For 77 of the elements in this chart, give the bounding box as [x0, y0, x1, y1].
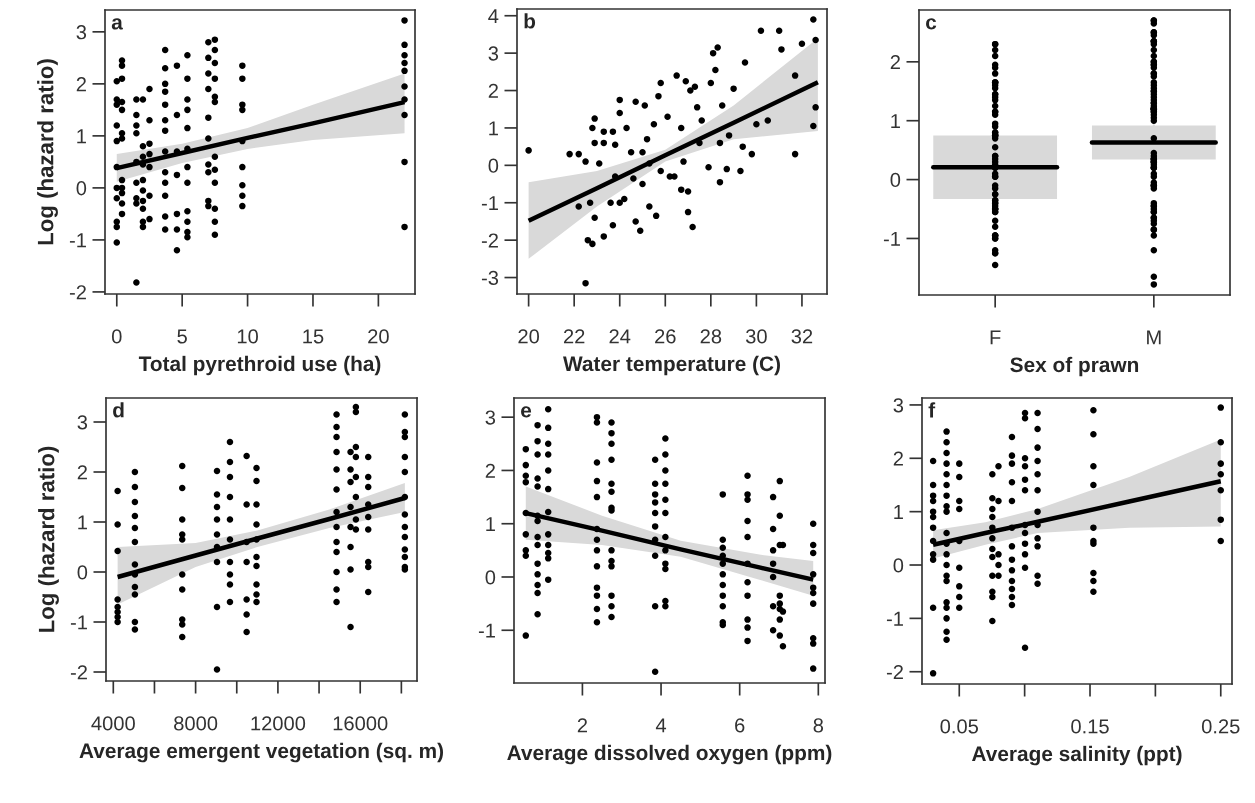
y-tick-label: -1	[481, 196, 498, 211]
x-axis-title: Average emergent vegetation (sq. m)	[79, 742, 444, 763]
x-tick-label: 20	[518, 329, 540, 344]
x-tick-label: 12000	[251, 716, 306, 731]
x-tick-label: 32	[791, 329, 813, 344]
y-tick-label: 1	[486, 517, 495, 532]
y-tick-label: 2	[488, 83, 498, 98]
y-tick-label: -1	[478, 623, 495, 638]
y-tick-label: -3	[481, 270, 499, 286]
line-series	[115, 495, 408, 580]
x-tick-label: 15	[303, 329, 324, 344]
y-tick-label: 0	[488, 158, 499, 173]
y-tick-label: 1	[891, 114, 900, 128]
x-axis-title: Water temperature (C)	[563, 355, 780, 376]
chart-title: d	[113, 402, 124, 418]
y-tick-label: 1	[77, 129, 86, 144]
y-tick-label: 4	[488, 9, 499, 24]
x-tick-label: 6	[735, 718, 745, 733]
y-tick-label: 1	[894, 505, 903, 519]
y-tick-label: -1	[883, 231, 900, 246]
x-axis-title: Total pyrethroid use (ha)	[138, 355, 381, 376]
x-tick-label: 26	[655, 329, 676, 344]
chart-title: e	[521, 406, 532, 418]
y-tick-label: 3	[76, 25, 87, 40]
y-tick-label: 2	[76, 77, 86, 92]
y-tick-label: 1	[489, 121, 498, 136]
x-tick-label: 8	[813, 718, 824, 733]
chart-title: b	[524, 13, 536, 29]
y-axis-title: Log (hazard ratio)	[38, 446, 59, 632]
y-tick-label: -1	[886, 611, 903, 626]
y-tick-label: -2	[481, 233, 498, 248]
x-tick-label: 2	[577, 718, 587, 733]
y-tick-label: 0	[76, 181, 87, 196]
chart-title: c	[926, 18, 937, 30]
x-tick-label: 8000	[174, 716, 218, 731]
line-series	[930, 479, 1223, 547]
x-tick-label: 4	[655, 718, 667, 733]
x-tick-label: M	[1147, 330, 1161, 345]
x-tick-label: 22	[563, 329, 585, 344]
chart-title: a	[111, 18, 123, 30]
x-tick-label: 24	[609, 329, 631, 344]
y-tick-label: 2	[890, 55, 900, 70]
x-tick-label: 10	[237, 329, 258, 344]
y-tick-label: 3	[488, 46, 499, 61]
x-tick-label: 4000	[91, 716, 135, 731]
y-tick-label: 0	[77, 565, 88, 580]
y-tick-label: -2	[69, 285, 86, 300]
line-series	[526, 80, 821, 223]
y-tick-label: -1	[70, 615, 87, 630]
x-tick-label: 20	[368, 329, 389, 344]
x-tick-label: 28	[700, 329, 722, 344]
x-tick-label: 30	[745, 329, 767, 344]
x-axis-title: Average dissolved oxygen (ppm)	[507, 744, 832, 765]
chart-title: f	[928, 402, 936, 418]
y-tick-label: 3	[893, 398, 904, 413]
x-tick-label: 5	[177, 329, 187, 344]
x-tick-label: 16000	[333, 716, 388, 731]
x-tick-label: 0.25	[1201, 719, 1240, 734]
y-tick-label: 0	[893, 558, 904, 573]
x-axis-title: Sex of prawn	[1010, 356, 1139, 377]
y-tick-label: 3	[485, 410, 496, 425]
y-tick-label: 2	[77, 465, 87, 480]
y-tick-label: 0	[485, 570, 496, 585]
y-tick-label: 1	[78, 515, 87, 530]
y-tick-label: 3	[77, 415, 88, 430]
y-tick-label: -2	[70, 665, 87, 680]
y-axis-title: Log (hazard ratio)	[37, 59, 58, 245]
x-tick-label: F	[990, 330, 1001, 345]
x-axis-title: Average salinity (ppt)	[971, 745, 1182, 766]
y-tick-label: 2	[893, 451, 903, 466]
y-tick-label: 0	[890, 172, 901, 188]
x-tick-label: 0.15	[1071, 719, 1109, 734]
x-tick-label: 0	[111, 329, 122, 344]
x-tick-label: 0.05	[940, 719, 979, 734]
y-tick-label: -2	[886, 664, 903, 680]
y-tick-label: 2	[485, 463, 495, 478]
y-tick-label: -1	[69, 233, 86, 248]
